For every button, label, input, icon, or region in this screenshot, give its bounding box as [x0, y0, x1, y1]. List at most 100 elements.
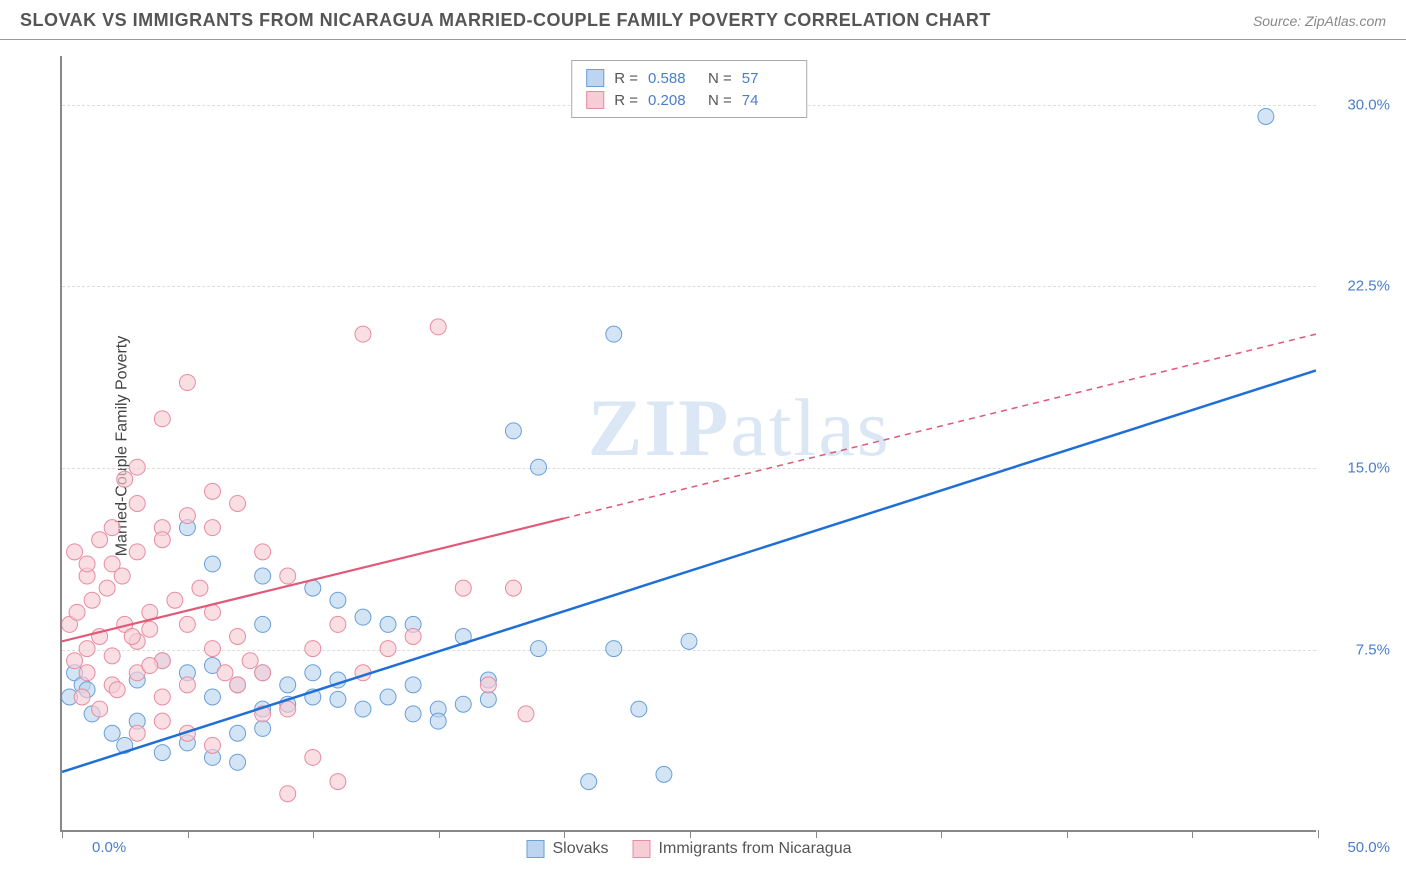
- legend-bottom-swatch-0: [527, 840, 545, 858]
- scatter-point: [505, 580, 521, 596]
- scatter-point: [67, 653, 83, 669]
- scatter-point: [455, 696, 471, 712]
- scatter-point: [656, 766, 672, 782]
- x-tick: [816, 830, 817, 838]
- scatter-point: [167, 592, 183, 608]
- scatter-point: [380, 616, 396, 632]
- chart-title: SLOVAK VS IMMIGRANTS FROM NICARAGUA MARR…: [20, 10, 991, 31]
- scatter-point: [355, 609, 371, 625]
- scatter-point: [104, 520, 120, 536]
- chart-plot-area: ZIPatlas R = 0.588 N = 57 R = 0.208 N = …: [60, 56, 1316, 832]
- scatter-point: [405, 706, 421, 722]
- legend-swatch-0: [586, 69, 604, 87]
- scatter-point: [109, 682, 125, 698]
- scatter-point: [480, 691, 496, 707]
- trend-line-solid: [62, 370, 1316, 772]
- scatter-point: [67, 544, 83, 560]
- scatter-point: [154, 689, 170, 705]
- legend-label-0: Slovaks: [553, 840, 609, 858]
- x-tick: [313, 830, 314, 838]
- scatter-point: [204, 641, 220, 657]
- scatter-point: [255, 616, 271, 632]
- scatter-point: [99, 580, 115, 596]
- legend-swatch-1: [586, 91, 604, 109]
- scatter-point: [280, 568, 296, 584]
- scatter-point: [129, 495, 145, 511]
- scatter-point: [230, 725, 246, 741]
- y-tick-label: 22.5%: [1347, 278, 1390, 295]
- scatter-point: [505, 423, 521, 439]
- scatter-point: [255, 544, 271, 560]
- scatter-point: [129, 459, 145, 475]
- scatter-point: [330, 592, 346, 608]
- scatter-point: [129, 544, 145, 560]
- scatter-point: [204, 483, 220, 499]
- scatter-point: [1258, 108, 1274, 124]
- scatter-point: [142, 621, 158, 637]
- legend-item-1: Immigrants from Nicaragua: [633, 840, 852, 858]
- x-tick: [188, 830, 189, 838]
- correlation-legend: R = 0.588 N = 57 R = 0.208 N = 74: [571, 60, 807, 118]
- scatter-point: [455, 580, 471, 596]
- scatter-point: [154, 713, 170, 729]
- scatter-point: [255, 720, 271, 736]
- trend-line-solid: [62, 518, 564, 641]
- x-tick: [439, 830, 440, 838]
- scatter-point: [154, 745, 170, 761]
- scatter-point: [104, 725, 120, 741]
- scatter-point: [204, 556, 220, 572]
- legend-row-1: R = 0.208 N = 74: [586, 89, 792, 111]
- x-tick: [62, 830, 63, 838]
- scatter-point: [142, 658, 158, 674]
- x-axis-min-label: 0.0%: [92, 839, 126, 856]
- scatter-point: [581, 774, 597, 790]
- scatter-point: [230, 495, 246, 511]
- chart-source: Source: ZipAtlas.com: [1253, 13, 1386, 29]
- scatter-point: [681, 633, 697, 649]
- scatter-point: [355, 326, 371, 342]
- y-tick-label: 15.0%: [1347, 460, 1390, 477]
- scatter-point: [79, 665, 95, 681]
- scatter-point: [405, 629, 421, 645]
- scatter-point: [179, 508, 195, 524]
- chart-header: SLOVAK VS IMMIGRANTS FROM NICARAGUA MARR…: [0, 0, 1406, 40]
- scatter-svg: [62, 56, 1316, 830]
- scatter-point: [355, 701, 371, 717]
- scatter-point: [192, 580, 208, 596]
- series-legend: Slovaks Immigrants from Nicaragua: [527, 840, 852, 858]
- scatter-point: [74, 689, 90, 705]
- scatter-point: [92, 701, 108, 717]
- scatter-point: [255, 568, 271, 584]
- scatter-point: [242, 653, 258, 669]
- scatter-point: [84, 592, 100, 608]
- scatter-point: [430, 319, 446, 335]
- scatter-point: [179, 375, 195, 391]
- scatter-point: [69, 604, 85, 620]
- scatter-point: [305, 665, 321, 681]
- scatter-point: [230, 754, 246, 770]
- legend-row-0: R = 0.588 N = 57: [586, 67, 792, 89]
- scatter-point: [79, 641, 95, 657]
- scatter-point: [255, 665, 271, 681]
- r-value-1: 0.208: [648, 92, 698, 109]
- scatter-point: [405, 677, 421, 693]
- scatter-point: [204, 520, 220, 536]
- x-tick: [690, 830, 691, 838]
- scatter-point: [179, 677, 195, 693]
- scatter-point: [230, 677, 246, 693]
- r-value-0: 0.588: [648, 70, 698, 87]
- scatter-point: [204, 689, 220, 705]
- scatter-point: [531, 459, 547, 475]
- scatter-point: [305, 641, 321, 657]
- x-axis-max-label: 50.0%: [1347, 839, 1390, 856]
- y-tick-label: 30.0%: [1347, 96, 1390, 113]
- x-tick: [564, 830, 565, 838]
- scatter-point: [380, 641, 396, 657]
- scatter-point: [305, 749, 321, 765]
- scatter-point: [330, 691, 346, 707]
- scatter-point: [280, 786, 296, 802]
- scatter-point: [154, 532, 170, 548]
- scatter-point: [124, 629, 140, 645]
- legend-label-1: Immigrants from Nicaragua: [659, 840, 852, 858]
- scatter-point: [606, 326, 622, 342]
